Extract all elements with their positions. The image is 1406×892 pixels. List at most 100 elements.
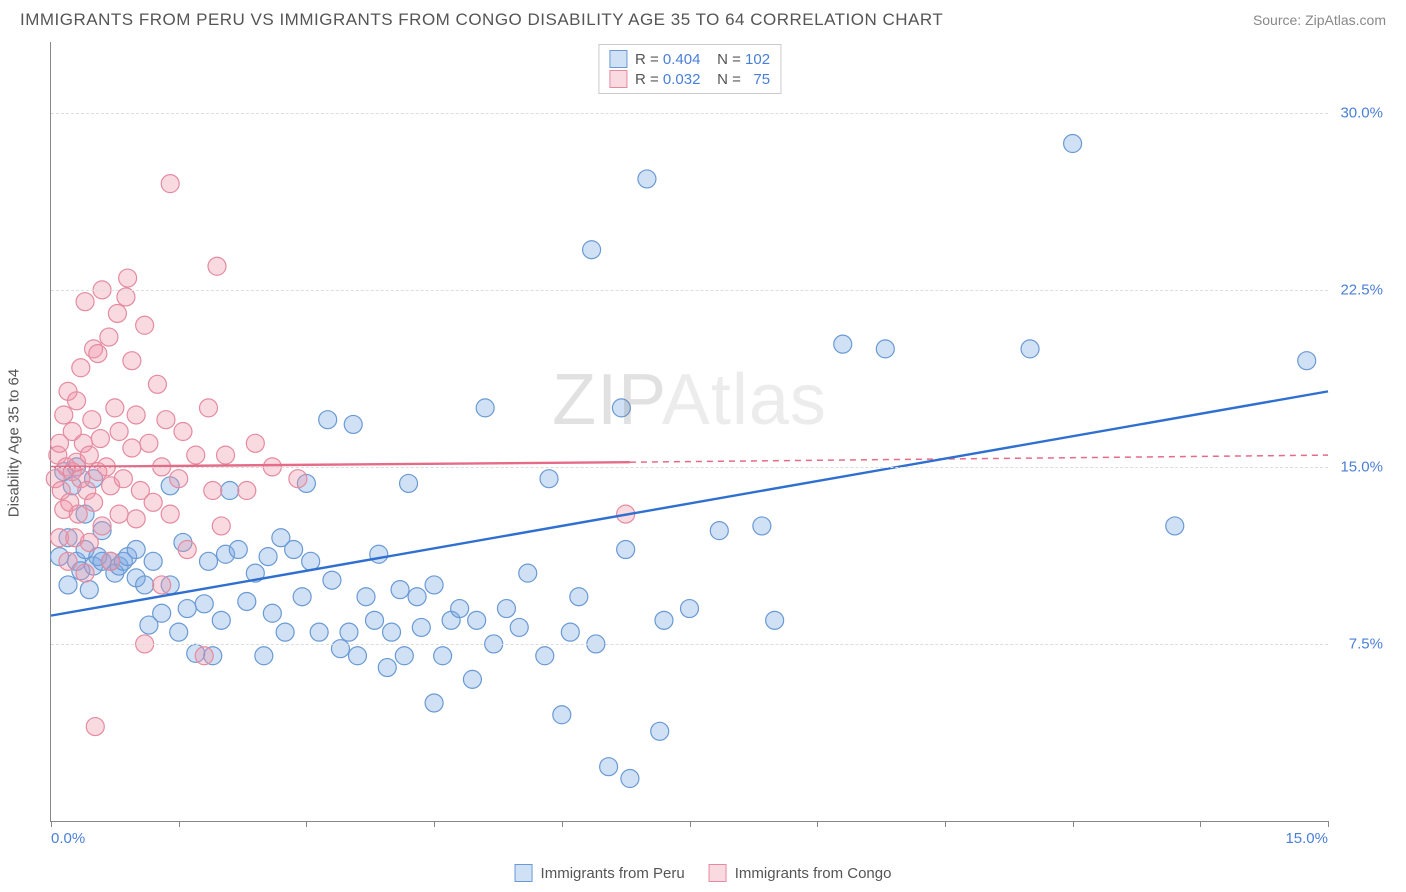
- scatter-point-peru: [263, 604, 281, 622]
- source-attribution: Source: ZipAtlas.com: [1253, 12, 1386, 28]
- scatter-point-peru: [153, 604, 171, 622]
- stat-r-congo: R = 0.032 N = 75: [635, 71, 770, 88]
- legend-stats-row-congo: R = 0.032 N = 75: [609, 69, 770, 89]
- scatter-point-peru: [617, 541, 635, 559]
- source-label: Source:: [1253, 12, 1305, 28]
- scatter-point-peru: [1166, 517, 1184, 535]
- y-tick-label: 30.0%: [1340, 104, 1383, 121]
- y-tick-label: 22.5%: [1340, 281, 1383, 298]
- scatter-point-peru: [170, 623, 188, 641]
- scatter-point-peru: [681, 600, 699, 618]
- scatter-point-peru: [357, 588, 375, 606]
- scatter-point-congo: [161, 505, 179, 523]
- scatter-point-congo: [199, 399, 217, 417]
- scatter-point-congo: [208, 257, 226, 275]
- scatter-point-congo: [110, 423, 128, 441]
- scatter-point-peru: [310, 623, 328, 641]
- scatter-point-peru: [561, 623, 579, 641]
- scatter-point-congo: [246, 434, 264, 452]
- scatter-point-peru: [259, 548, 277, 566]
- scatter-point-congo: [123, 352, 141, 370]
- scatter-point-peru: [331, 640, 349, 658]
- scatter-point-peru: [212, 611, 230, 629]
- scatter-point-congo: [110, 505, 128, 523]
- scatter-point-peru: [412, 618, 430, 636]
- scatter-point-peru: [583, 241, 601, 259]
- scatter-point-peru: [344, 415, 362, 433]
- scatter-point-congo: [153, 576, 171, 594]
- scatter-point-congo: [68, 392, 86, 410]
- scatter-point-peru: [199, 552, 217, 570]
- scatter-point-congo: [157, 411, 175, 429]
- chart-area: Disability Age 35 to 64 ZIPAtlas R = 0.4…: [50, 42, 1388, 844]
- trend-line-congo-dash: [630, 455, 1328, 462]
- scatter-point-congo: [85, 493, 103, 511]
- scatter-point-peru: [1298, 352, 1316, 370]
- scatter-point-peru: [408, 588, 426, 606]
- scatter-point-congo: [93, 517, 111, 535]
- scatter-point-congo: [106, 399, 124, 417]
- scatter-point-peru: [229, 541, 247, 559]
- scatter-point-peru: [59, 576, 77, 594]
- scatter-point-peru: [395, 647, 413, 665]
- scatter-point-peru: [519, 564, 537, 582]
- scatter-point-congo: [100, 328, 118, 346]
- scatter-point-congo: [114, 470, 132, 488]
- scatter-point-congo: [217, 446, 235, 464]
- scatter-point-peru: [136, 576, 154, 594]
- scatter-point-peru: [285, 541, 303, 559]
- legend-label-peru: Immigrants from Peru: [541, 865, 685, 882]
- scatter-point-peru: [323, 571, 341, 589]
- swatch-peru-icon: [515, 864, 533, 882]
- scatter-point-peru: [276, 623, 294, 641]
- legend-label-congo: Immigrants from Congo: [735, 865, 892, 882]
- scatter-point-peru: [302, 552, 320, 570]
- legend-stats-box: R = 0.404 N = 102 R = 0.032 N = 75: [598, 44, 781, 94]
- scatter-point-peru: [655, 611, 673, 629]
- stat-r-peru: R = 0.404 N = 102: [635, 51, 770, 68]
- scatter-point-peru: [425, 576, 443, 594]
- scatter-point-congo: [89, 345, 107, 363]
- scatter-point-congo: [161, 175, 179, 193]
- scatter-point-peru: [570, 588, 588, 606]
- scatter-point-peru: [144, 552, 162, 570]
- scatter-point-congo: [170, 470, 188, 488]
- scatter-point-peru: [293, 588, 311, 606]
- x-tick: [51, 821, 52, 827]
- gridline: [51, 290, 1328, 291]
- scatter-point-peru: [510, 618, 528, 636]
- scatter-point-congo: [123, 439, 141, 457]
- gridline: [51, 644, 1328, 645]
- scatter-point-peru: [127, 541, 145, 559]
- legend-bottom: Immigrants from Peru Immigrants from Con…: [515, 864, 892, 882]
- scatter-point-peru: [383, 623, 401, 641]
- y-axis-label: Disability Age 35 to 64: [6, 369, 23, 517]
- scatter-point-congo: [212, 517, 230, 535]
- x-tick: [1200, 821, 1201, 827]
- legend-stats-row-peru: R = 0.404 N = 102: [609, 49, 770, 69]
- scatter-point-congo: [76, 293, 94, 311]
- legend-item-congo: Immigrants from Congo: [709, 864, 892, 882]
- scatter-point-peru: [638, 170, 656, 188]
- scatter-point-congo: [80, 533, 98, 551]
- trend-line-peru: [51, 391, 1328, 615]
- scatter-point-congo: [136, 316, 154, 334]
- y-tick-label: 15.0%: [1340, 458, 1383, 475]
- scatter-point-peru: [319, 411, 337, 429]
- scatter-point-congo: [187, 446, 205, 464]
- scatter-point-peru: [476, 399, 494, 417]
- scatter-point-peru: [468, 611, 486, 629]
- svg-plot-layer: [51, 42, 1328, 821]
- x-tick-label: 15.0%: [1285, 830, 1328, 847]
- source-value: ZipAtlas.com: [1305, 12, 1386, 28]
- gridline: [51, 113, 1328, 114]
- scatter-point-peru: [425, 694, 443, 712]
- scatter-point-peru: [766, 611, 784, 629]
- scatter-point-peru: [1021, 340, 1039, 358]
- scatter-point-congo: [127, 406, 145, 424]
- scatter-point-congo: [102, 552, 120, 570]
- scatter-point-congo: [238, 482, 256, 500]
- scatter-point-peru: [238, 592, 256, 610]
- x-tick: [306, 821, 307, 827]
- x-tick: [1073, 821, 1074, 827]
